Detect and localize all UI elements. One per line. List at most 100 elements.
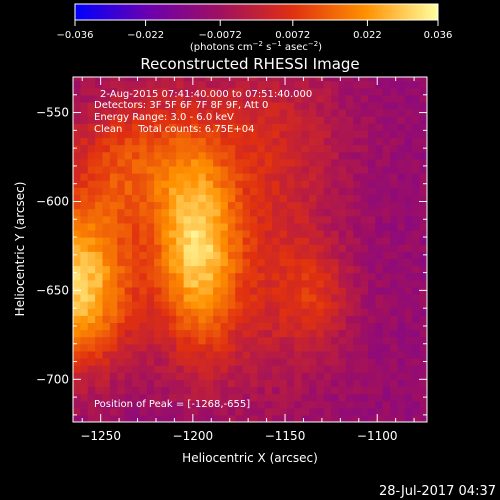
heatmap-cell	[154, 222, 163, 231]
heatmap-cell	[345, 329, 354, 338]
heatmap-cell	[109, 87, 118, 96]
heatmap-cell	[257, 258, 266, 267]
heatmap-cell	[73, 158, 81, 167]
heatmap-cell	[205, 194, 214, 203]
heatmap-cell	[220, 308, 229, 316]
heatmap-cell	[213, 336, 222, 345]
heatmap-cell	[146, 286, 155, 295]
heatmap-cell	[139, 237, 148, 245]
heatmap-cell	[419, 350, 427, 359]
heatmap-cell	[368, 258, 376, 267]
heatmap-cell	[412, 308, 421, 316]
heatmap-cell	[412, 151, 421, 160]
heatmap-cell	[323, 379, 332, 388]
heatmap-cell	[168, 165, 177, 174]
heatmap-cell	[338, 222, 347, 231]
heatmap-cell	[397, 94, 406, 103]
heatmap-cell	[146, 293, 155, 302]
heatmap-cell	[345, 315, 354, 324]
heatmap-cell	[198, 158, 207, 167]
heatmap-cell	[397, 151, 406, 160]
heatmap-cell	[205, 130, 214, 139]
heatmap-cell	[382, 137, 391, 146]
heatmap-cell	[227, 87, 236, 96]
heatmap-cell	[294, 379, 303, 388]
heatmap-cell	[419, 151, 427, 160]
heatmap-cell	[124, 386, 133, 395]
heatmap-cell	[382, 116, 391, 124]
heatmap-cell	[220, 279, 229, 288]
heatmap-cell	[390, 407, 399, 416]
heatmap-cell	[353, 173, 362, 181]
heatmap-cell	[257, 251, 266, 259]
heatmap-cell	[109, 251, 118, 259]
heatmap-cell	[154, 94, 163, 103]
heatmap-cell	[73, 336, 81, 345]
heatmap-cell	[345, 279, 354, 288]
heatmap-cell	[316, 237, 325, 245]
heatmap-cell	[382, 350, 391, 359]
heatmap-cell	[176, 393, 185, 402]
heatmap-cell	[331, 180, 340, 188]
heatmap-cell	[154, 414, 163, 422]
colorbar-ticks: −0.036 −0.022 −0.0072 0.0072 0.022 0.036	[56, 20, 452, 41]
heatmap-cell	[191, 180, 199, 188]
heatmap-cell	[331, 201, 340, 210]
heatmap-cell	[213, 180, 222, 188]
heatmap-cell	[220, 265, 229, 274]
heatmap-cell	[205, 158, 214, 167]
heatmap-cell	[191, 350, 199, 359]
heatmap-cell	[198, 180, 207, 188]
heatmap-cell	[397, 229, 406, 238]
heatmap-cell	[139, 229, 148, 238]
heatmap-cell	[419, 208, 427, 217]
heatmap-cell	[109, 173, 118, 181]
heatmap-cell	[272, 151, 281, 160]
heatmap-cell	[412, 365, 421, 373]
heatmap-cell	[419, 187, 427, 195]
heatmap-cell	[375, 201, 384, 210]
heatmap-cell	[390, 94, 399, 103]
heatmap-cell	[220, 151, 229, 160]
heatmap-cell	[309, 77, 317, 82]
heatmap-cell	[360, 165, 369, 174]
heatmap-cell	[323, 350, 332, 359]
heatmap-cell	[117, 187, 126, 195]
heatmap-cell	[375, 123, 384, 131]
heatmap-cell	[168, 279, 177, 288]
heatmap-cell	[102, 158, 111, 167]
heatmap-cell	[331, 244, 340, 252]
heatmap-cell	[73, 372, 81, 380]
heatmap-cell	[294, 77, 303, 82]
heatmap-cell	[250, 80, 258, 89]
heatmap-cell	[132, 372, 140, 380]
heatmap-cell	[419, 94, 427, 103]
heatmap-cell	[338, 80, 347, 89]
heatmap-cell	[375, 357, 384, 366]
heatmap-cell	[95, 123, 104, 131]
heatmap-cell	[227, 407, 236, 416]
heatmap-cell	[272, 407, 281, 416]
heatmap-cell	[272, 379, 281, 388]
heatmap-cell	[301, 194, 310, 203]
heatmap-cell	[382, 222, 391, 231]
heatmap-cell	[242, 329, 251, 338]
heatmap-cell	[198, 379, 207, 388]
heatmap-cell	[95, 194, 104, 203]
heatmap-cell	[191, 165, 199, 174]
heatmap-cell	[404, 350, 413, 359]
heatmap-cell	[316, 365, 325, 373]
heatmap-cell	[250, 372, 258, 380]
heatmap-cell	[168, 322, 177, 331]
heatmap-cell	[323, 215, 332, 224]
heatmap-cell	[146, 386, 155, 395]
heatmap-cell	[404, 308, 413, 316]
heatmap-cell	[257, 158, 266, 167]
heatmap-cell	[353, 258, 362, 267]
heatmap-cell	[95, 208, 104, 217]
heatmap-cell	[213, 343, 222, 352]
heatmap-cell	[360, 322, 369, 331]
heatmap-cell	[102, 407, 111, 416]
heatmap-cell	[80, 201, 89, 210]
heatmap-cell	[419, 407, 427, 416]
